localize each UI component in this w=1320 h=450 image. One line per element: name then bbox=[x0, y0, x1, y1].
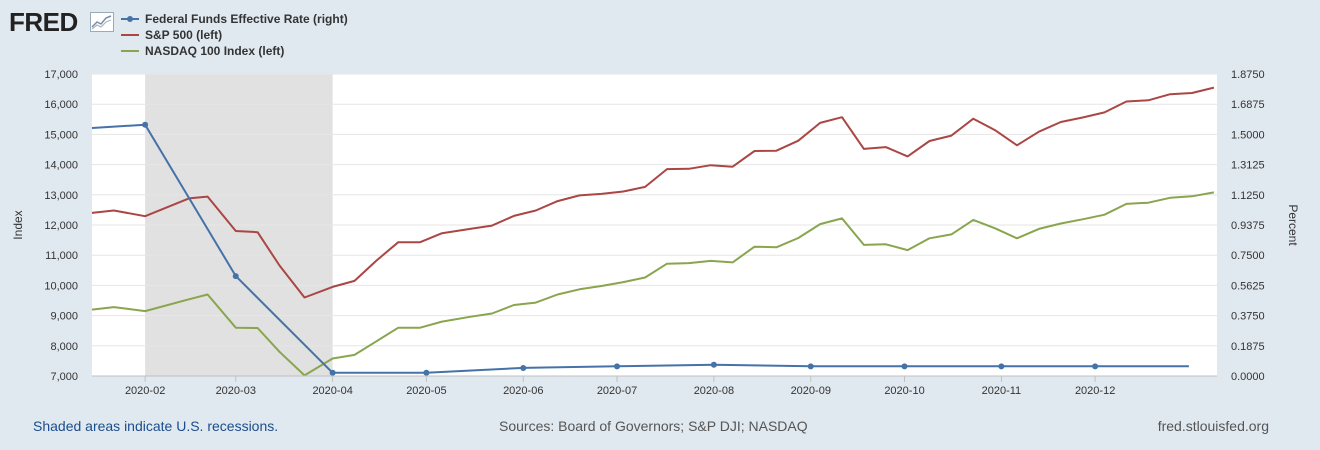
series-point bbox=[1092, 363, 1099, 370]
series-point bbox=[423, 369, 430, 376]
y-right-tick-label: 1.5000 bbox=[1231, 129, 1265, 141]
series-point bbox=[232, 273, 239, 280]
series-point bbox=[329, 369, 336, 376]
y-left-tick-label: 8,000 bbox=[50, 341, 78, 353]
y-right-tick-label: 1.6875 bbox=[1231, 99, 1265, 111]
series-line bbox=[91, 191, 1215, 377]
series-point bbox=[614, 363, 620, 370]
series-point bbox=[998, 363, 1005, 370]
y-right-axis-title: Percent bbox=[1286, 204, 1300, 246]
series-point bbox=[520, 364, 527, 371]
y-right-tick-label: 1.8750 bbox=[1231, 69, 1265, 81]
recession-note-link[interactable]: Shaded areas indicate U.S. recessions. bbox=[33, 418, 279, 434]
sources-text: Sources: Board of Governors; S&P DJI; NA… bbox=[499, 418, 808, 434]
x-tick-label: 2020-06 bbox=[503, 385, 543, 397]
legend-entry: NASDAQ 100 Index (left) bbox=[145, 44, 284, 58]
legend-entry: S&P 500 (left) bbox=[145, 28, 222, 42]
y-left-tick-label: 11,000 bbox=[45, 250, 78, 262]
x-tick-label: 2020-08 bbox=[694, 385, 734, 397]
y-right-tick-label: 1.3125 bbox=[1231, 160, 1265, 172]
y-left-tick-label: 9,000 bbox=[50, 311, 78, 323]
y-left-tick-label: 14,000 bbox=[44, 160, 78, 172]
y-left-axis-title: Index bbox=[11, 210, 25, 239]
y-right-tick-label: 1.1250 bbox=[1231, 190, 1265, 202]
x-tick-label: 2020-09 bbox=[791, 385, 831, 397]
x-tick-label: 2020-02 bbox=[125, 385, 165, 397]
x-tick-label: 2020-11 bbox=[982, 385, 1022, 397]
y-left-tick-label: 15,000 bbox=[44, 129, 78, 141]
y-left-tick-label: 16,000 bbox=[44, 99, 78, 111]
series-point bbox=[142, 121, 149, 128]
y-left-tick-label: 13,000 bbox=[44, 190, 78, 202]
legend-entry: Federal Funds Effective Rate (right) bbox=[145, 12, 348, 26]
fred-logo[interactable]: FRED bbox=[9, 7, 78, 37]
x-tick-label: 2020-10 bbox=[884, 385, 924, 397]
x-tick-label: 2020-12 bbox=[1075, 385, 1115, 397]
fred-logo-chart-icon bbox=[90, 12, 114, 32]
site-url[interactable]: fred.stlouisfed.org bbox=[1157, 418, 1269, 434]
y-left-tick-label: 7,000 bbox=[50, 371, 78, 383]
legend-marker bbox=[127, 16, 133, 22]
x-tick-label: 2020-05 bbox=[406, 385, 446, 397]
x-tick-label: 2020-07 bbox=[597, 385, 637, 397]
x-tick-label: 2020-03 bbox=[216, 385, 256, 397]
y-right-tick-label: 0.7500 bbox=[1231, 250, 1265, 262]
series-point bbox=[710, 361, 717, 368]
y-right-tick-label: 0.5625 bbox=[1231, 280, 1265, 292]
y-right-tick-label: 0.0000 bbox=[1231, 371, 1265, 383]
series-line bbox=[91, 86, 1215, 299]
series-point bbox=[901, 363, 908, 370]
series-point bbox=[807, 363, 814, 370]
y-left-tick-label: 10,000 bbox=[44, 280, 78, 292]
y-left-tick-label: 17,000 bbox=[44, 69, 78, 81]
y-right-tick-label: 0.1875 bbox=[1231, 341, 1265, 353]
x-tick-label: 2020-04 bbox=[312, 385, 352, 397]
y-right-tick-label: 0.3750 bbox=[1231, 311, 1265, 323]
y-left-tick-label: 12,000 bbox=[44, 220, 78, 232]
y-right-tick-label: 0.9375 bbox=[1231, 220, 1265, 232]
